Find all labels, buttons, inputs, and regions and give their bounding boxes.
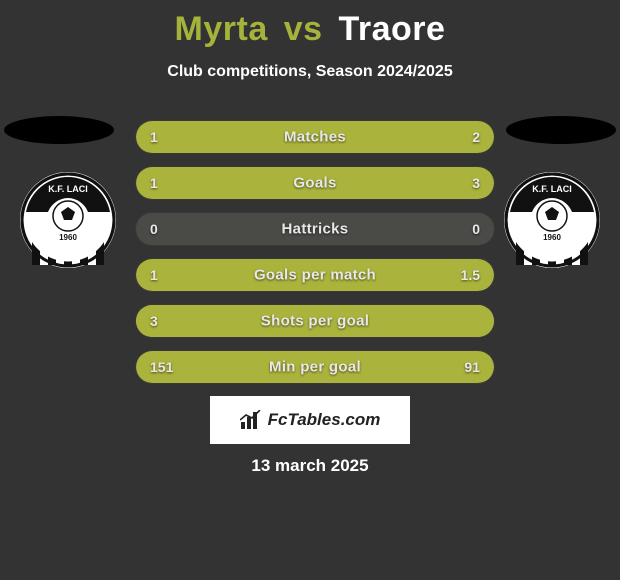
stat-fill-left bbox=[136, 167, 226, 199]
stat-fill-left bbox=[136, 351, 358, 383]
stat-row: 13Goals bbox=[135, 166, 495, 200]
stat-fill-right bbox=[358, 351, 494, 383]
svg-text:K.F. LACI: K.F. LACI bbox=[48, 184, 88, 194]
stat-fill-right bbox=[254, 121, 494, 153]
footer-date: 13 march 2025 bbox=[0, 456, 620, 476]
stat-row: 15191Min per goal bbox=[135, 350, 495, 384]
svg-text:1960: 1960 bbox=[59, 233, 77, 242]
avatar-shadow-left bbox=[4, 116, 114, 144]
club-badge-right: K.F. LACI 1960 bbox=[502, 170, 602, 270]
brand-text: FcTables.com bbox=[268, 410, 381, 430]
stat-row: 11.5Goals per match bbox=[135, 258, 495, 292]
svg-text:1960: 1960 bbox=[543, 233, 561, 242]
svg-text:K.F. LACI: K.F. LACI bbox=[532, 184, 572, 194]
stats-bars: 12Matches 13Goals 00Hattricks 11.5Goals per… bbox=[135, 120, 495, 396]
title-player1: Myrta bbox=[175, 10, 268, 48]
stat-row: 3Shots per goal bbox=[135, 304, 495, 338]
title-player2: Traore bbox=[338, 10, 445, 48]
stat-fill-left bbox=[136, 121, 254, 153]
subtitle: Club competitions, Season 2024/2025 bbox=[0, 63, 620, 81]
stat-row: 12Matches bbox=[135, 120, 495, 154]
page-title: Myrta vs Traore bbox=[0, 0, 620, 49]
brand-badge: FcTables.com bbox=[210, 396, 410, 444]
stat-fill-right bbox=[279, 259, 494, 291]
stat-fill-left bbox=[136, 305, 494, 337]
stat-fill-right bbox=[226, 167, 495, 199]
stat-row: 00Hattricks bbox=[135, 212, 495, 246]
brand-chart-icon bbox=[240, 410, 262, 430]
avatar-shadow-right bbox=[506, 116, 616, 144]
title-vs: vs bbox=[284, 10, 323, 48]
stat-fill-left bbox=[136, 259, 279, 291]
club-badge-left: K.F. LACI 1960 bbox=[18, 170, 118, 270]
